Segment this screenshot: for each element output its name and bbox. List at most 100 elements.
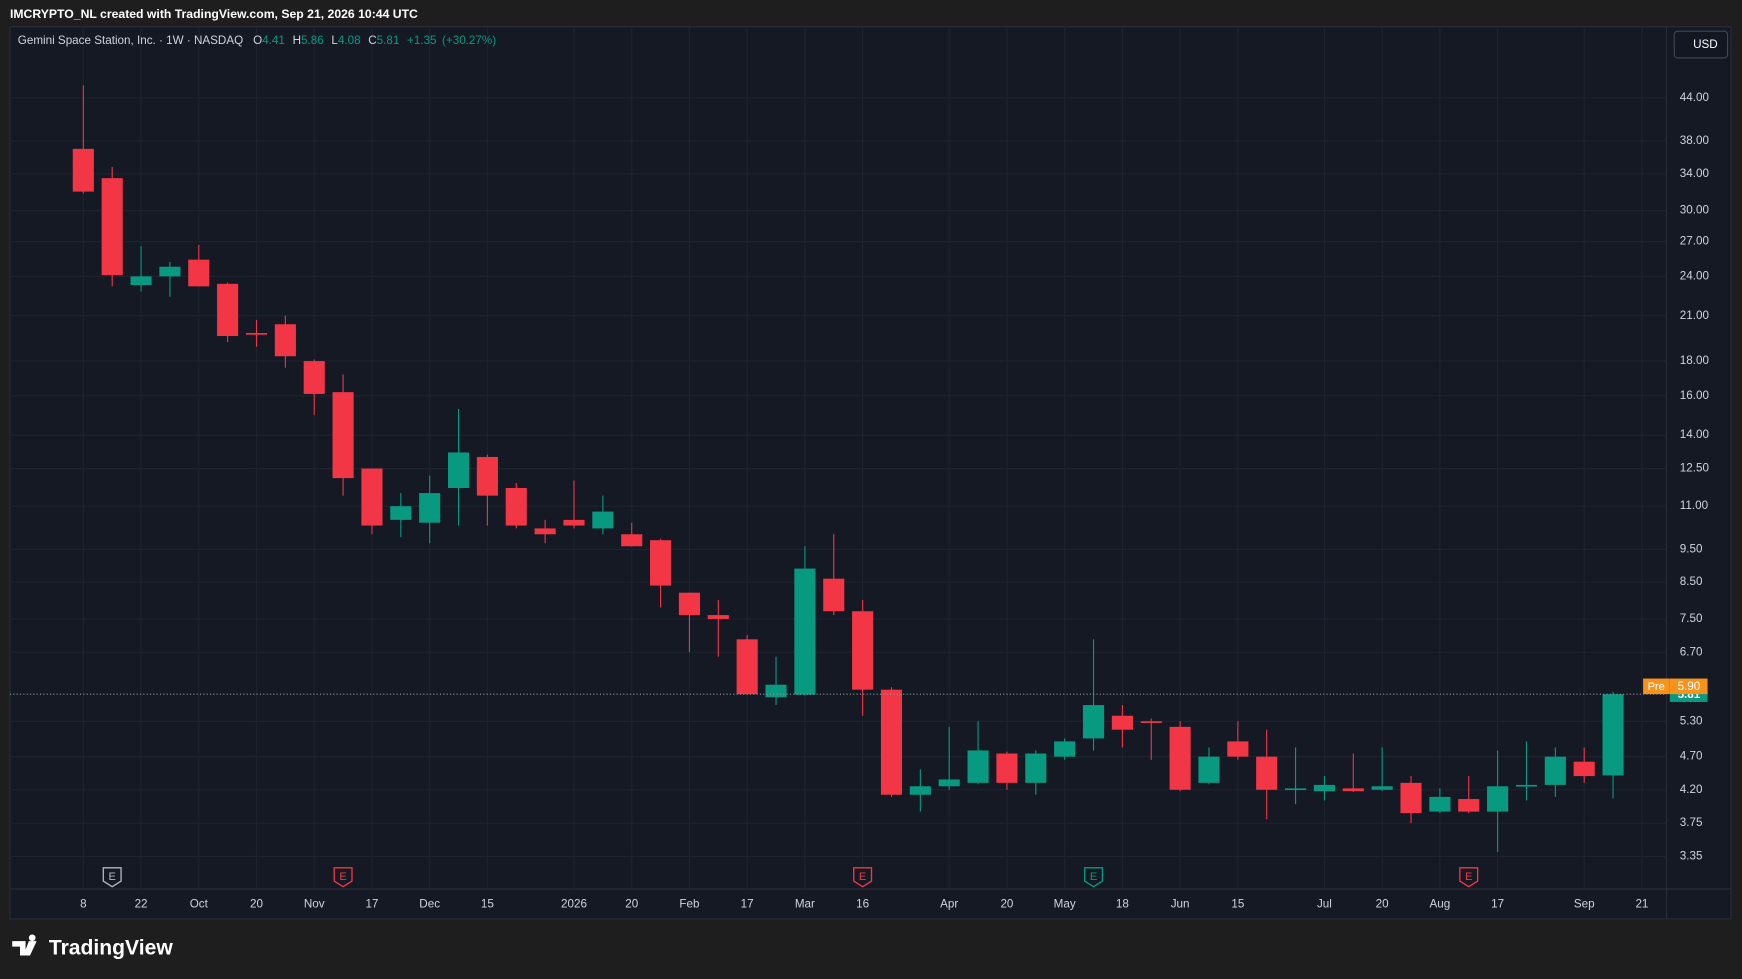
candle-body — [852, 611, 874, 690]
y-tick-label: 38.00 — [1680, 134, 1710, 147]
candle-body — [1371, 786, 1393, 790]
legend: Gemini Space Station, Inc. · 1W · NASDAQ… — [18, 34, 496, 47]
close-value: 5.81 — [377, 34, 400, 47]
x-tick-label: 15 — [481, 898, 494, 911]
y-tick-label: 7.50 — [1680, 612, 1703, 625]
y-tick-label: 9.50 — [1680, 542, 1703, 555]
x-tick-label: 2026 — [561, 898, 587, 911]
earnings-label: E — [339, 871, 346, 883]
candle-body — [217, 283, 239, 337]
earnings-label: E — [859, 871, 866, 883]
x-tick-label: 20 — [250, 898, 263, 911]
y-tick-label: 18.00 — [1680, 354, 1710, 367]
y-tick-label: 4.20 — [1680, 783, 1703, 796]
x-tick-label: 20 — [1000, 898, 1013, 911]
x-tick-label: 16 — [856, 898, 869, 911]
x-tick-label: Oct — [190, 898, 209, 911]
chart-frame — [9, 26, 1732, 920]
candle-body — [592, 511, 614, 529]
pre-market-tag — [1643, 678, 1670, 695]
currency-label[interactable]: USD — [1693, 38, 1718, 51]
candle-body — [707, 615, 729, 619]
candle-body — [1169, 726, 1191, 790]
candle-body — [1400, 782, 1422, 814]
candle-body — [1429, 796, 1451, 812]
x-tick-label: Jun — [1171, 898, 1190, 911]
candle-body — [1602, 694, 1624, 776]
y-tick-label: 44.00 — [1680, 91, 1710, 104]
high-label: H — [293, 34, 301, 47]
candle-body — [678, 592, 700, 616]
candle-body — [1140, 721, 1162, 723]
candle-body — [967, 750, 989, 783]
candle-body — [1227, 741, 1249, 757]
candle-body — [938, 779, 960, 787]
x-tick-label: Sep — [1574, 898, 1595, 911]
x-tick-label: 20 — [625, 898, 638, 911]
candle-body — [563, 519, 585, 526]
y-tick-label: 3.75 — [1680, 816, 1703, 829]
candle-body — [996, 753, 1018, 783]
x-tick-label: 8 — [80, 898, 86, 911]
logo-icon — [12, 934, 37, 956]
y-tick-label: 4.70 — [1680, 750, 1703, 763]
y-tick-label: 21.00 — [1680, 309, 1710, 322]
candle-body — [159, 266, 181, 277]
candle-body — [419, 493, 441, 523]
x-tick-label: 17 — [741, 898, 754, 911]
candle-body — [534, 528, 556, 535]
candle-body — [765, 684, 787, 698]
earnings-marker — [333, 867, 353, 888]
y-tick-label: 3.35 — [1680, 849, 1703, 862]
x-tick-label: 21 — [1635, 898, 1648, 911]
candle-body — [1025, 753, 1047, 783]
labels: 44.00 38.00 34.00 30.00 27.00 24.00 21.00 18.00… — [9, 91, 1710, 911]
candle-body — [1313, 784, 1335, 792]
change-pct: (+30.27%) — [442, 34, 496, 47]
pre-market-price: 5.90 — [1678, 680, 1701, 693]
y-tick-label: 5.30 — [1680, 714, 1703, 727]
candle-body — [245, 333, 268, 335]
candle-body — [1573, 761, 1595, 777]
x-tick-label: Nov — [304, 898, 325, 911]
x-tick-label: Apr — [940, 898, 958, 911]
earnings-marker — [1459, 867, 1479, 888]
earnings-label: E — [1465, 871, 1472, 883]
tradingview-logo: TradingView — [12, 934, 173, 959]
currency-button[interactable] — [1673, 30, 1729, 59]
earnings-marker — [102, 867, 122, 888]
candle-body — [880, 689, 903, 795]
candle-body — [361, 468, 383, 526]
credit: IMCRYPTO_NL created with TradingView.com… — [10, 7, 418, 21]
candle-body — [909, 786, 931, 795]
candle-body — [274, 324, 296, 357]
candle-body — [1082, 705, 1105, 739]
y-tick-label: 8.50 — [1680, 575, 1703, 588]
open-value: 4.41 — [262, 34, 285, 47]
candle-body — [794, 568, 816, 695]
candle-body — [1285, 788, 1307, 791]
candle-body — [823, 578, 845, 612]
y-tick-label: 6.70 — [1680, 645, 1703, 658]
x-tick-label: Dec — [419, 898, 440, 911]
y-tick-label: 24.00 — [1680, 269, 1710, 282]
earnings-label: E — [108, 871, 115, 883]
candle-body — [1111, 715, 1133, 730]
candle-body — [130, 276, 152, 286]
candle-body — [332, 392, 354, 479]
candle-body — [650, 540, 672, 586]
candle-body — [101, 178, 123, 276]
x-tick-label: Mar — [795, 898, 815, 911]
earnings-label: E — [1090, 871, 1097, 883]
candle-body — [1198, 756, 1220, 783]
x-tick-label: 20 — [1376, 898, 1389, 911]
brand: TradingView — [49, 936, 173, 959]
candle-body — [1487, 786, 1509, 812]
low-value: 4.08 — [338, 34, 361, 47]
y-tick-label: 12.50 — [1680, 462, 1710, 475]
candle-body — [1458, 799, 1480, 812]
candle-body — [476, 456, 498, 496]
y-tick-label: 27.00 — [1680, 235, 1710, 248]
